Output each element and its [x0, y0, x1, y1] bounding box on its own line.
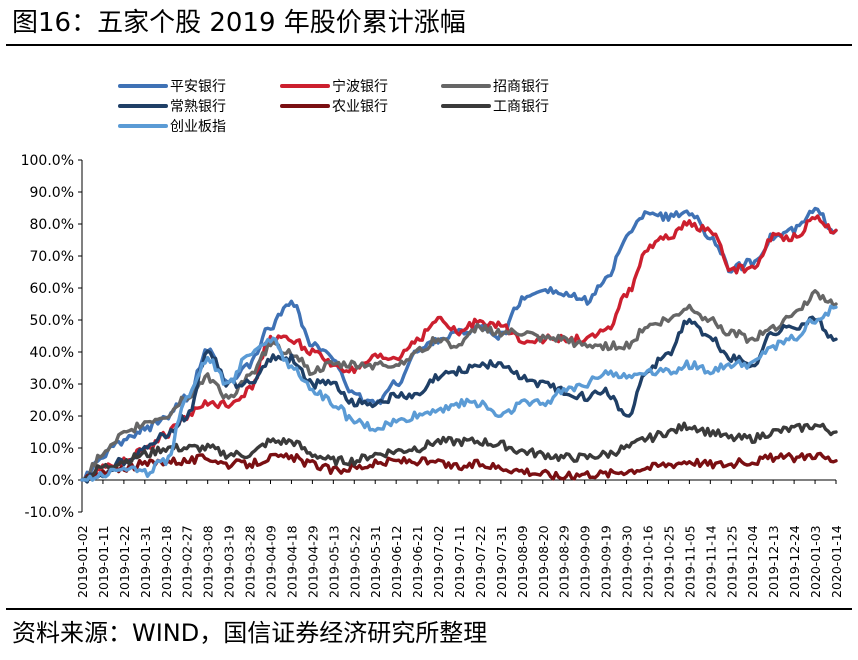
- y-tick-label: 60.0%: [30, 281, 74, 297]
- x-tick-label: 2019-03-08: [201, 525, 216, 598]
- x-tick-label: 2019-01-11: [96, 525, 111, 598]
- x-tick-label: 2019-04-09: [264, 525, 279, 598]
- x-tick-label: 2019-04-18: [284, 525, 299, 598]
- x-axis: 2019-01-02 2019-01-11 2019-01-22 2019-01-31…: [75, 479, 844, 598]
- legend-label: 常熟银行: [170, 99, 226, 115]
- x-tick-label: 2019-12-13: [766, 525, 781, 598]
- legend-label: 创业板指: [170, 119, 226, 135]
- legend-label: 工商银行: [493, 99, 549, 115]
- x-tick-label: 2019-06-21: [410, 525, 425, 598]
- x-tick-label: 2019-01-02: [75, 525, 90, 598]
- x-tick-label: 2019-02-18: [159, 525, 174, 598]
- x-tick-label: 2019-09-30: [620, 525, 635, 598]
- x-tick-label: 2019-01-22: [117, 525, 132, 598]
- y-tick-label: 10.0%: [30, 441, 74, 457]
- series-line-2: [80, 214, 838, 482]
- y-tick-label: 80.0%: [30, 217, 74, 233]
- series-line-4: [80, 315, 838, 484]
- y-axis: -10.0% 0.0% 10.0% 20.0% 30.0% 40.0% 50.0% 60.0%…: [21, 153, 83, 521]
- x-tick-label: 2019-07-22: [473, 525, 488, 598]
- x-tick-label: 2019-11-14: [703, 525, 718, 598]
- x-tick-label: 2019-10-25: [661, 525, 676, 598]
- series-line-5: [80, 451, 838, 482]
- y-tick-label: 20.0%: [30, 409, 74, 425]
- y-tick-label: 0.0%: [38, 473, 74, 489]
- x-tick-label: 2019-04-29: [305, 525, 320, 598]
- x-tick-label: 2019-06-12: [389, 525, 404, 598]
- x-tick-label: 2019-05-31: [368, 525, 383, 598]
- series-line-6: [80, 421, 838, 482]
- x-tick-label: 2020-01-14: [829, 525, 844, 598]
- legend-label: 平安银行: [170, 79, 226, 95]
- x-tick-label: 2019-01-31: [138, 525, 153, 598]
- x-tick-label: 2019-08-20: [536, 525, 551, 598]
- x-tick-label: 2019-10-16: [641, 525, 656, 598]
- legend-label: 宁波银行: [332, 78, 388, 95]
- x-tick-label: 2019-07-11: [452, 525, 467, 598]
- bottom-rule: [6, 608, 852, 610]
- x-tick-label: 2019-05-13: [326, 525, 341, 598]
- y-tick-label: -10.0%: [24, 505, 74, 521]
- series-lines: [80, 206, 838, 484]
- x-tick-label: 2019-11-05: [682, 525, 697, 598]
- y-tick-label: 90.0%: [30, 185, 74, 201]
- y-tick-label: 50.0%: [30, 313, 74, 329]
- legend-label: 农业银行: [332, 99, 388, 115]
- x-tick-label: 2019-08-29: [557, 525, 572, 598]
- series-line-7: [80, 304, 838, 482]
- y-tick-label: 100.0%: [21, 153, 74, 169]
- top-rule: [6, 44, 852, 46]
- source-note: 资料来源：WIND，国信证券经济研究所整理: [12, 619, 488, 647]
- x-tick-label: 2019-11-25: [724, 525, 739, 598]
- x-tick-label: 2019-03-19: [222, 525, 237, 598]
- figure-title: 图16：五家个股 2019 年股价累计涨幅: [12, 8, 466, 38]
- series-line-3: [80, 289, 838, 482]
- x-tick-label: 2019-12-24: [787, 525, 802, 598]
- x-tick-label: 2019-09-19: [599, 525, 614, 598]
- x-tick-label: 2019-09-09: [578, 525, 593, 598]
- x-tick-label: 2019-08-09: [515, 525, 530, 598]
- y-tick-label: 70.0%: [30, 249, 74, 265]
- x-tick-label: 2019-05-22: [347, 525, 362, 598]
- x-tick-label: 2019-02-27: [180, 525, 195, 598]
- x-tick-label: 2019-07-02: [431, 525, 446, 598]
- y-tick-label: 40.0%: [30, 345, 74, 361]
- legend-label: 招商银行: [493, 79, 549, 95]
- x-tick-label: 2020-01-03: [808, 525, 823, 598]
- y-tick-label: 30.0%: [30, 377, 74, 393]
- x-tick-label: 2019-07-31: [494, 525, 509, 598]
- x-tick-label: 2019-03-28: [243, 525, 258, 598]
- x-tick-label: 2019-12-04: [745, 525, 760, 598]
